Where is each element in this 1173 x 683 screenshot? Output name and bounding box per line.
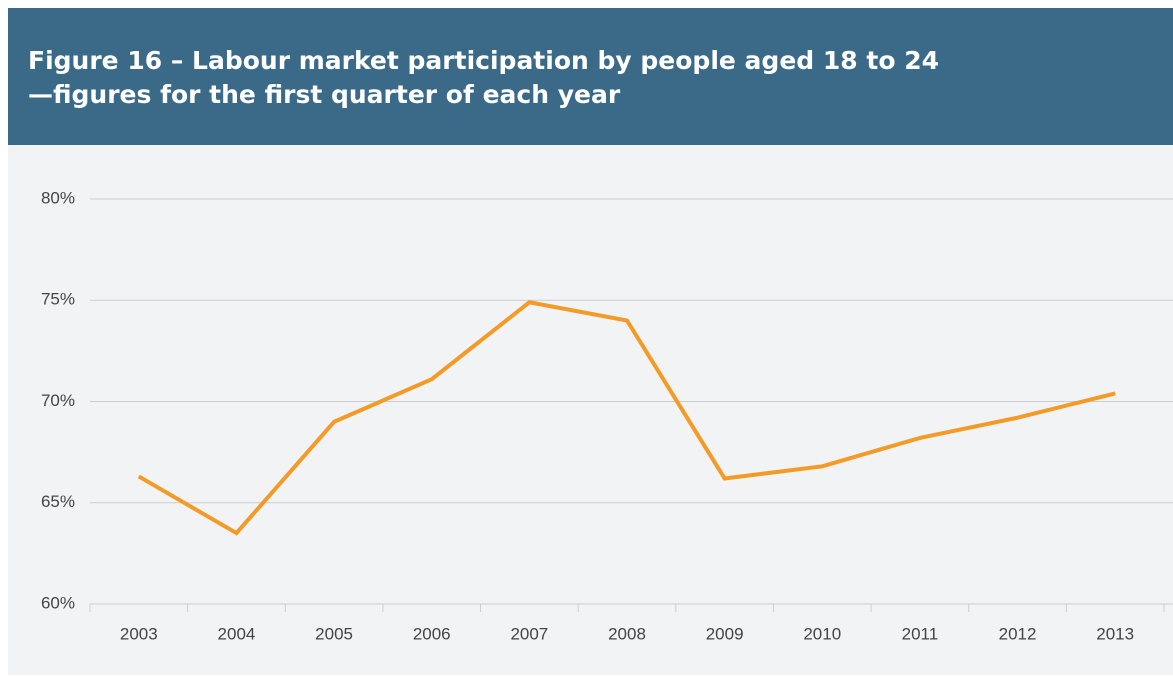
x-tick-label: 2013 — [1096, 624, 1134, 643]
header: Figure 16 – Labour market participation … — [8, 8, 1173, 145]
chart-title: —figures for the first quarter of each y… — [28, 80, 621, 109]
x-tick-label: 2011 — [902, 624, 939, 643]
y-tick-label: 80% — [41, 188, 75, 207]
x-tick-label: 2005 — [315, 624, 353, 643]
y-tick-label: 60% — [41, 593, 75, 612]
y-tick-label: 70% — [41, 391, 75, 410]
chart-title: Figure 16 – Labour market participation … — [28, 46, 939, 75]
x-tick-label: 2004 — [218, 624, 256, 643]
page: Figure 16 – Labour market participation … — [8, 8, 1173, 675]
chart: 60% 65% 70% 75% 80% 2003 2004 2005 2006 2007 2008 2… — [8, 145, 1173, 675]
x-tick-label: 2006 — [413, 624, 451, 643]
y-tick-label: 65% — [41, 492, 75, 511]
x-tick-label: 2003 — [120, 624, 158, 643]
y-tick-label: 75% — [41, 290, 75, 309]
x-tick-label: 2012 — [999, 624, 1037, 643]
x-tick-label: 2010 — [803, 624, 841, 643]
x-tick-label: 2008 — [608, 624, 646, 643]
x-tick-label: 2009 — [706, 624, 744, 643]
plot-background — [8, 145, 1173, 675]
data-line — [137, 300, 1116, 536]
x-tick-label: 2007 — [510, 624, 548, 643]
